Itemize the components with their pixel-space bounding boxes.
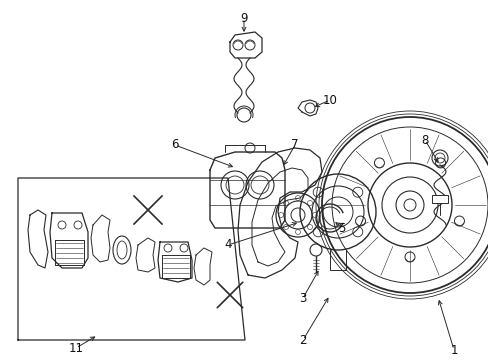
Text: 5: 5 xyxy=(338,221,345,234)
Bar xyxy=(431,195,447,203)
Text: 6: 6 xyxy=(171,139,179,152)
Ellipse shape xyxy=(113,236,131,264)
Text: 1: 1 xyxy=(449,343,457,356)
Text: 2: 2 xyxy=(299,333,306,346)
Text: 10: 10 xyxy=(322,94,337,107)
Text: 8: 8 xyxy=(421,134,428,147)
Text: 7: 7 xyxy=(291,139,298,152)
Text: 9: 9 xyxy=(240,12,247,24)
Ellipse shape xyxy=(117,241,127,259)
Text: 3: 3 xyxy=(299,292,306,305)
Text: 11: 11 xyxy=(68,342,83,355)
Text: 4: 4 xyxy=(224,238,231,252)
